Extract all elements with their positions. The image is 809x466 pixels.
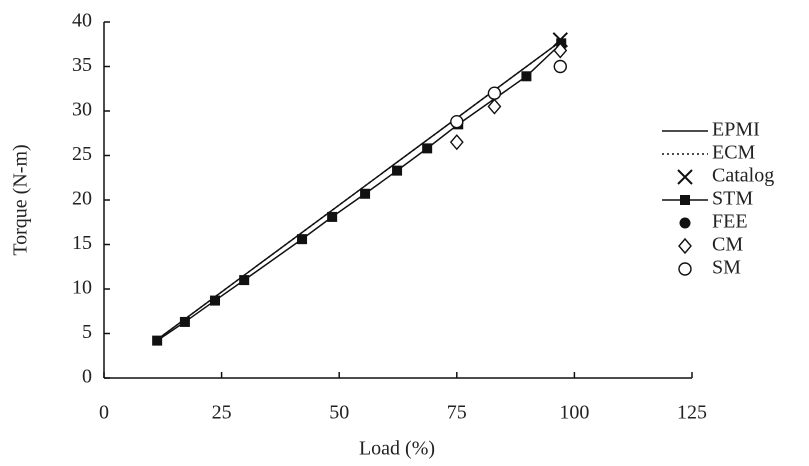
marker: [180, 317, 190, 327]
legend-label: CM: [712, 234, 743, 256]
marker: [451, 116, 463, 128]
marker: [327, 212, 337, 222]
y-tick-label: 0: [82, 366, 92, 388]
chart: Load (%) Torque (N-m) 0 5 10 15 20 25 30 35 40 0 2…: [0, 0, 809, 466]
y-tick-label: 15: [72, 232, 92, 254]
y-tick-label: 20: [72, 188, 92, 210]
marker: [521, 71, 531, 81]
y-tick-label: 40: [72, 10, 92, 32]
marker: [678, 170, 692, 184]
marker: [152, 336, 162, 346]
marker: [360, 189, 370, 199]
marker: [679, 263, 691, 275]
marker: [422, 143, 432, 153]
legend-label: FEE: [712, 211, 748, 233]
y-tick-label: 5: [82, 321, 92, 343]
y-tick-label: 35: [72, 54, 92, 76]
marker: [451, 135, 463, 149]
marker: [392, 166, 402, 176]
marker: [297, 234, 307, 244]
y-tick-label: 30: [72, 99, 92, 121]
marker: [210, 296, 220, 306]
legend-label: Catalog: [712, 165, 774, 187]
x-tick-label: 125: [677, 402, 707, 424]
x-tick-label: 75: [447, 402, 467, 424]
y-axis-label: Torque (N-m): [10, 144, 32, 255]
marker: [680, 218, 691, 229]
legend-label: SM: [712, 257, 741, 279]
y-tick-label: 10: [72, 277, 92, 299]
x-tick-label: 100: [559, 402, 589, 424]
legend-label: EPMI: [712, 119, 760, 141]
marker: [679, 239, 691, 253]
marker: [680, 195, 690, 205]
x-tick-label: 25: [212, 402, 232, 424]
legend-label: STM: [712, 188, 753, 210]
legend-label: ECM: [712, 142, 756, 164]
y-tick-label: 25: [72, 143, 92, 165]
marker: [488, 87, 500, 99]
x-axis-label: Load (%): [359, 438, 435, 460]
x-tick-label: 50: [329, 402, 349, 424]
x-tick-label: 0: [99, 402, 109, 424]
marker: [239, 275, 249, 285]
marker: [554, 61, 566, 73]
